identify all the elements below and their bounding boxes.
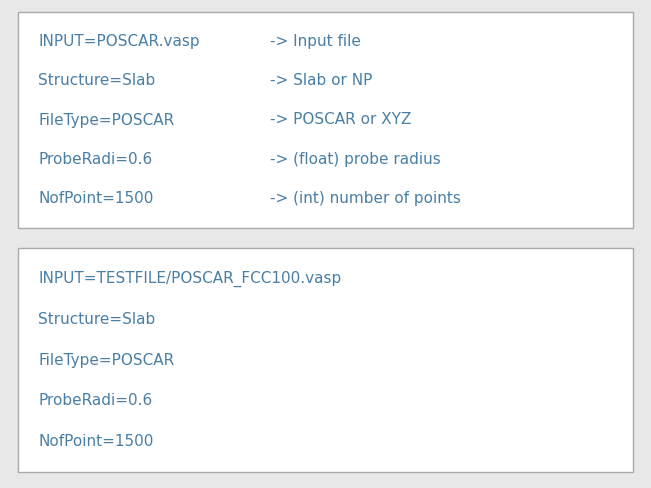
Text: -> (float) probe radius: -> (float) probe radius [270,152,441,167]
Text: NofPoint=1500: NofPoint=1500 [38,434,154,449]
Text: NofPoint=1500: NofPoint=1500 [38,191,154,206]
Text: INPUT=POSCAR.vasp: INPUT=POSCAR.vasp [38,34,200,49]
Bar [18,248,633,472]
Text: -> (int) number of points: -> (int) number of points [270,191,461,206]
Text: -> Input file: -> Input file [270,34,361,49]
Bar [18,12,633,228]
Text: ProbeRadi=0.6: ProbeRadi=0.6 [38,393,152,408]
Text: -> POSCAR or XYZ: -> POSCAR or XYZ [270,113,411,127]
Text: INPUT=TESTFILE/POSCAR_FCC100.vasp: INPUT=TESTFILE/POSCAR_FCC100.vasp [38,270,341,286]
Text: FileType=POSCAR: FileType=POSCAR [38,113,174,127]
Text: Structure=Slab: Structure=Slab [38,312,155,327]
Text: ProbeRadi=0.6: ProbeRadi=0.6 [38,152,152,167]
Text: FileType=POSCAR: FileType=POSCAR [38,352,174,367]
Text: Structure=Slab: Structure=Slab [38,73,155,88]
Text: -> Slab or NP: -> Slab or NP [270,73,372,88]
